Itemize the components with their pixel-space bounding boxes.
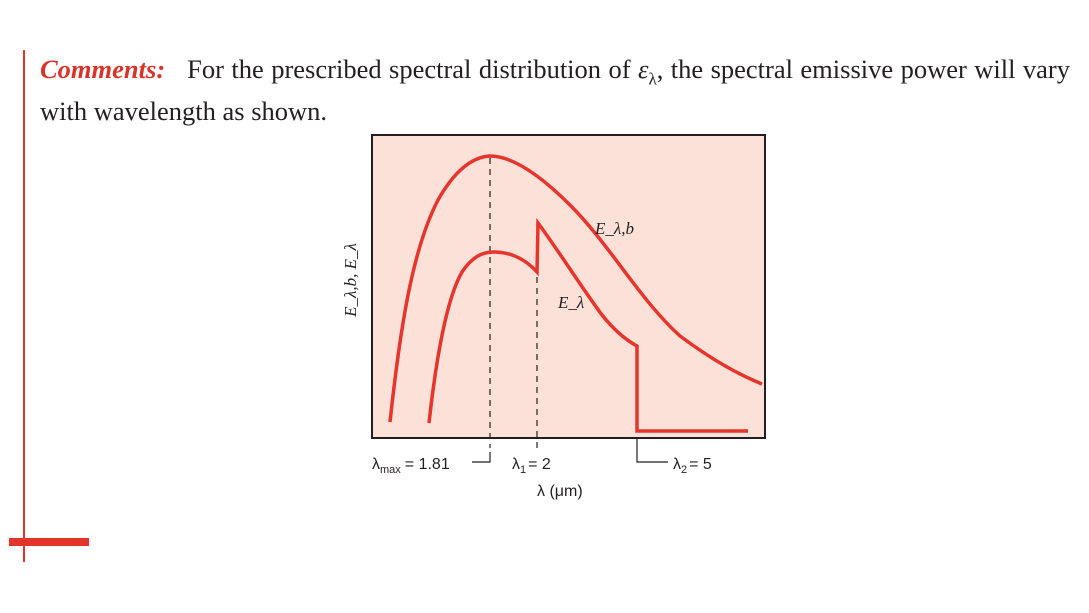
lambda-max-tick [472, 452, 491, 463]
lambda-max-symbol: λ [372, 456, 380, 473]
x-axis-label-text: λ (μm) [537, 483, 583, 500]
epsilon-symbol: ε [638, 54, 649, 84]
blackbody-curve [388, 154, 763, 423]
lambda-max-subscript: max [380, 464, 401, 476]
lambda-2-tick [636, 437, 668, 463]
lambda-2-symbol: λ [673, 456, 681, 473]
lambda-2-label: λ2 = 5 [673, 456, 712, 476]
margin-marker-bar [9, 538, 89, 546]
x-axis-label: λ (μm) [537, 483, 583, 500]
lambda-max-label: λmax = 1.81 [372, 456, 450, 476]
epsilon-subscript: λ [648, 69, 657, 89]
comment-label: Comments: [40, 54, 166, 84]
comment-text-start: For the prescribed spectral distribution… [187, 54, 638, 84]
comment-paragraph: Comments: For the prescribed spectral dis… [40, 53, 1070, 127]
emissive-power-curve [427, 217, 748, 433]
y-axis-label: E_λ,b, E_λ [341, 243, 360, 318]
blackbody-curve-label-text: E_λ,b [594, 219, 634, 238]
lambda-1-subscript: 1 [520, 464, 526, 476]
lambda-1-label: λ1 = 2 [512, 456, 551, 476]
lambda-2-subscript: 2 [681, 464, 687, 476]
emissive-curve-label: E_λ [557, 293, 584, 312]
lambda-max-value: = 1.81 [405, 456, 450, 473]
emissive-curve-label-text: E_λ [557, 293, 584, 312]
margin-rule [23, 50, 25, 562]
y-axis-label-text: E_λ,b, E_λ [341, 243, 360, 318]
lambda-1-symbol: λ [512, 456, 520, 473]
comment-text-end: , the spectral emissive power will vary … [40, 54, 1070, 127]
plot-area [371, 134, 766, 439]
lambda-1-value: = 2 [528, 456, 551, 473]
lambda-2-value: = 5 [689, 456, 712, 473]
blackbody-curve-label: E_λ,b [594, 219, 634, 238]
